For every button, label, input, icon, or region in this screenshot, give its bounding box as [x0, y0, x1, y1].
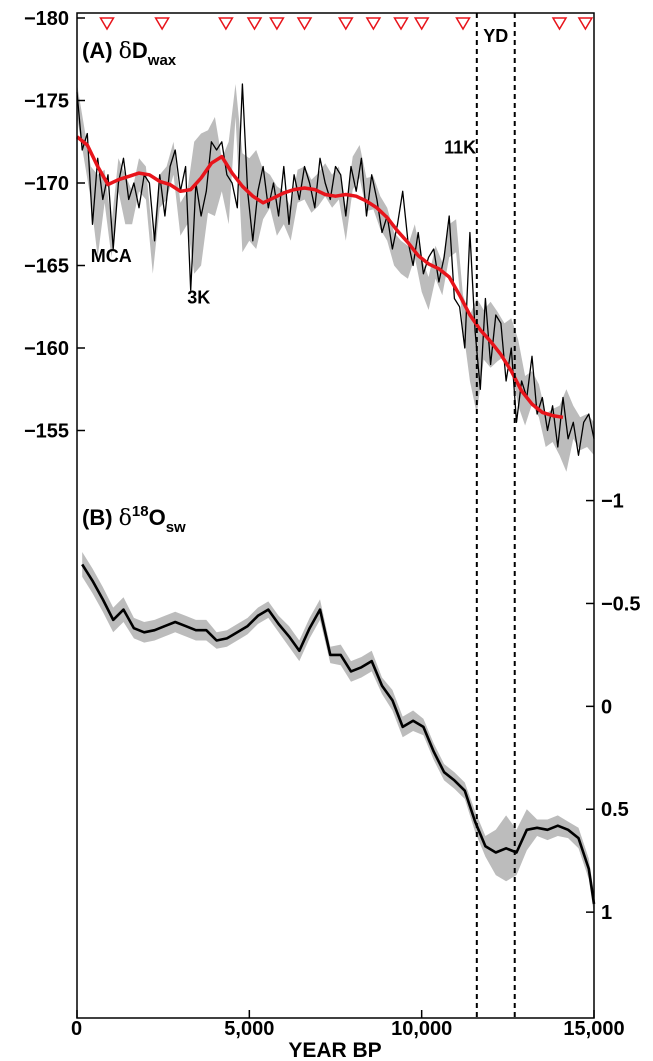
x-tick-label: 10,000 — [391, 1018, 452, 1040]
annotation-label: 3K — [187, 287, 210, 307]
y-tick-label-right: −0.5 — [601, 593, 640, 615]
date-marker-triangle — [455, 17, 471, 31]
y-tick-label-left: −155 — [24, 421, 69, 443]
event-label-yd: YD — [483, 26, 508, 46]
x-tick-label: 5,000 — [224, 1018, 274, 1040]
panel-label-symbol: δ — [119, 506, 132, 531]
date-marker-triangle — [337, 17, 354, 31]
panel-label-main: D — [132, 38, 148, 63]
panel-label-superscript: 18 — [132, 503, 149, 520]
panel-labels: (A) δDwax(B) δ18Osw — [82, 38, 186, 536]
plot-frame — [76, 12, 595, 1019]
annotations: MCA 3K 11K YD — [91, 26, 508, 307]
y-tick-label-left: −180 — [24, 8, 69, 30]
panel-a-series-line — [76, 83, 595, 456]
y-tick-label-right: 0 — [601, 696, 612, 718]
panel-label-prefix: (A) — [82, 38, 119, 63]
event-lines — [475, 13, 516, 1018]
date-marker-triangle — [393, 17, 409, 31]
series-lines — [75, 83, 596, 905]
panel-a-label: (A) δDwax — [82, 38, 177, 69]
y-tick-label-right: 1 — [601, 902, 612, 924]
date-marker-triangle — [218, 17, 234, 31]
x-axis-title: YEAR BP — [288, 1039, 381, 1061]
y-tick-label-right: 0.5 — [601, 799, 629, 821]
uncertainty-bands — [77, 84, 594, 915]
date-marker-triangle — [296, 17, 313, 31]
panel-label-prefix: (B) — [82, 505, 119, 530]
panel-b-series-line — [81, 563, 596, 905]
date-marker-triangle — [551, 17, 568, 31]
y-tick-label-left: −160 — [24, 338, 69, 360]
annotation-label: 11K — [444, 137, 476, 157]
x-tick-label: 15,000 — [563, 1018, 624, 1040]
x-tick-label: 0 — [71, 1018, 82, 1040]
date-marker-triangle — [413, 17, 430, 31]
date-markers — [99, 17, 594, 31]
y-tick-label-left: −165 — [24, 256, 69, 278]
y-tick-label-left: −175 — [24, 91, 69, 113]
panel-b-label: (B) δ18Osw — [82, 503, 186, 536]
date-marker-triangle — [99, 17, 115, 31]
panel-label-subscript: wax — [147, 52, 177, 69]
panel-b-uncertainty-band — [82, 552, 594, 915]
date-marker-triangle — [246, 17, 263, 31]
panel-a-uncertainty-band — [77, 84, 594, 472]
annotation-label: MCA — [91, 246, 132, 266]
y-tick-label-right: −1 — [601, 491, 624, 513]
panel-label-subscript: sw — [166, 519, 186, 536]
panel-label-main: O — [149, 505, 166, 530]
date-marker-triangle — [365, 17, 382, 31]
axes: −180 −175 −170 −165 −160 −155 −1 −0.5 0 0.5 1 0 5,00… — [24, 8, 641, 1040]
y-tick-label-left: −170 — [24, 173, 69, 195]
date-marker-triangle — [577, 17, 594, 31]
date-marker-triangle — [269, 17, 285, 31]
date-marker-triangle — [154, 17, 170, 31]
panel-label-symbol: δ — [119, 39, 132, 64]
panel-a-smoothed-series-line — [75, 135, 564, 420]
